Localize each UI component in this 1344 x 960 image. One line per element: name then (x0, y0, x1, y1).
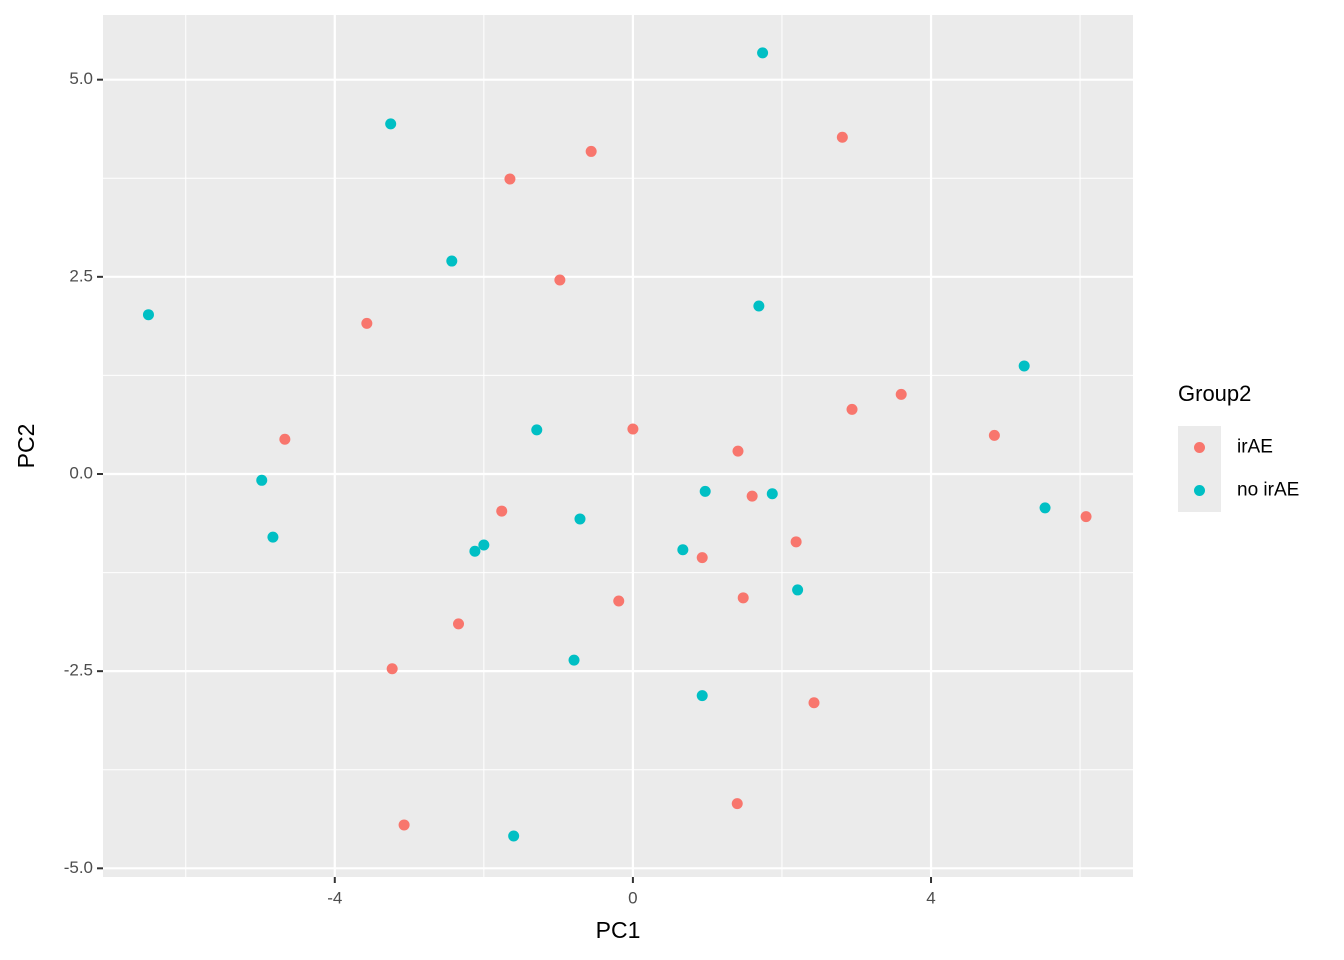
y-axis-title: PC2 (13, 424, 39, 469)
x-tick-label: 4 (926, 888, 935, 907)
point (142, 309, 154, 321)
point (385, 118, 397, 130)
point (496, 505, 508, 517)
y-tick-label: 2.5 (69, 266, 93, 285)
legend-label: irAE (1237, 437, 1273, 458)
point (613, 595, 625, 607)
point (696, 690, 708, 702)
point (836, 131, 848, 143)
point (753, 300, 765, 312)
x-tick-label: 0 (628, 888, 637, 907)
point (446, 255, 458, 267)
point (731, 798, 743, 810)
point (1080, 511, 1092, 523)
point (398, 819, 410, 831)
x-tick-label: -4 (327, 888, 342, 907)
point (554, 274, 566, 286)
point (677, 544, 689, 556)
legend-label: no irAE (1237, 480, 1299, 501)
point (504, 173, 516, 185)
legend-swatch (1194, 485, 1205, 496)
point (792, 584, 804, 596)
point (895, 388, 907, 400)
point (469, 545, 481, 557)
point (732, 445, 744, 457)
point (508, 830, 520, 842)
point (267, 531, 279, 543)
point (386, 663, 398, 675)
point (627, 423, 639, 435)
point (746, 490, 758, 502)
panel-background (103, 15, 1133, 877)
y-tick-label: -5.0 (64, 858, 93, 877)
x-axis-title: PC1 (596, 917, 641, 943)
point (1039, 502, 1051, 514)
point (988, 429, 1000, 441)
legend-swatch (1194, 442, 1205, 453)
point (757, 47, 769, 59)
point (1018, 360, 1030, 372)
y-tick-label: -2.5 (64, 661, 93, 680)
point (737, 592, 749, 604)
y-tick-label: 5.0 (69, 69, 93, 88)
point (585, 145, 597, 157)
point (453, 618, 465, 630)
point (478, 539, 490, 551)
point (790, 536, 802, 548)
point (808, 697, 820, 709)
point (846, 403, 858, 415)
point (361, 317, 373, 329)
point (256, 474, 268, 486)
legend-title: Group2 (1178, 381, 1251, 406)
point (574, 513, 586, 525)
point (568, 654, 580, 666)
point (696, 552, 708, 564)
point (699, 485, 711, 497)
point (531, 424, 543, 436)
point (766, 488, 778, 500)
point (279, 433, 291, 445)
y-tick-label: 0.0 (69, 463, 93, 482)
